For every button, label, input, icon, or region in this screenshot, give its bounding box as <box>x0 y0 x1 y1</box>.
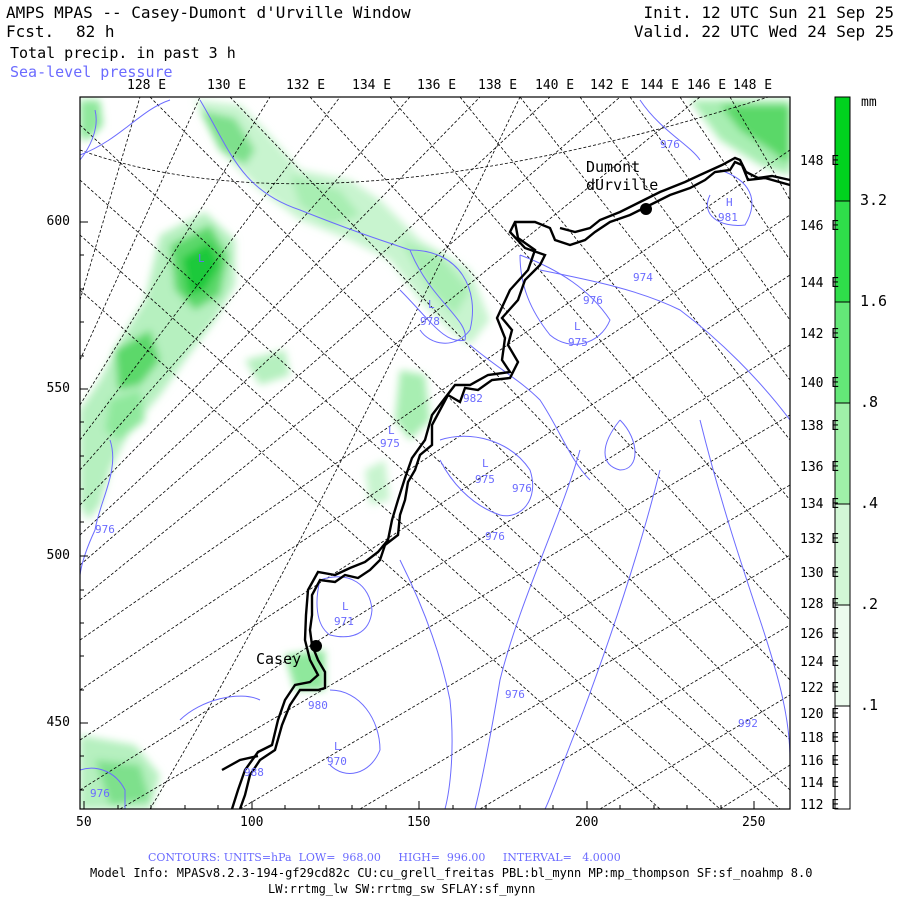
right-longitude-label: 114 E <box>800 776 840 791</box>
right-longitude-label: 128 E <box>800 597 840 612</box>
pressure-value: 975 <box>380 437 400 450</box>
top-longitude-label: 138 E <box>478 78 518 93</box>
pressure-value: 971 <box>334 615 354 628</box>
right-longitude-label: 112 E <box>800 798 840 813</box>
right-longitude-label: 148 E <box>800 154 840 169</box>
low-pressure-marker: L <box>334 740 341 753</box>
top-longitude-label: 148 E <box>733 78 773 93</box>
map-title: AMPS MPAS -- Casey-Dumont d'Urville Wind… <box>6 3 411 22</box>
top-longitude-label: 128 E <box>127 78 167 93</box>
pressure-value: 976 <box>90 787 110 800</box>
right-longitude-label: 132 E <box>800 532 840 547</box>
right-longitude-label: 140 E <box>800 376 840 391</box>
right-longitude-label: 142 E <box>800 327 840 342</box>
pressure-value: 982 <box>463 392 483 405</box>
model-info: Model Info: MPASv8.2.3-194-gf29cd82c CU:… <box>90 866 813 880</box>
right-longitude-label: 146 E <box>800 219 840 234</box>
low-pressure-marker: L <box>428 298 435 311</box>
low-pressure-marker: L <box>388 424 395 437</box>
forecast-hour-value: 82 h <box>76 22 115 41</box>
right-longitude-label: 116 E <box>800 754 840 769</box>
right-longitude-label: 134 E <box>800 497 840 512</box>
top-longitude-label: 144 E <box>640 78 680 93</box>
top-longitude-label: 146 E <box>687 78 727 93</box>
pressure-value: 988 <box>244 766 264 779</box>
bottom-axis-ticks <box>83 801 755 809</box>
left-axis-label: 600 <box>46 214 70 229</box>
bottom-axis-label: 250 <box>742 815 766 830</box>
colorbar-tick: .1 <box>860 696 879 714</box>
colorbar-tick: .2 <box>860 595 879 613</box>
valid-time: Valid. 22 UTC Wed 24 Sep 25 <box>633 22 894 41</box>
pressure-value: 974 <box>633 271 653 284</box>
left-axis-label: 550 <box>46 381 70 396</box>
left-axis-label: 450 <box>46 715 70 730</box>
pressure-value: 976 <box>95 523 115 536</box>
pressure-value: 976 <box>485 530 505 543</box>
top-longitude-label: 130 E <box>207 78 247 93</box>
low-pressure-marker: L <box>198 252 205 265</box>
physics-info: LW:rrtmg_lw SW:rrtmg_sw SFLAY:sf_mynn <box>268 882 536 896</box>
bottom-axis-label: 50 <box>76 815 92 830</box>
colorbar <box>834 96 851 810</box>
right-longitude-label: 118 E <box>800 731 840 746</box>
low-pressure-marker: L <box>342 600 349 613</box>
pressure-value: 978 <box>420 315 440 328</box>
right-longitude-label: 144 E <box>800 276 840 291</box>
station-marker-dumont <box>640 203 652 215</box>
right-longitude-label: 122 E <box>800 681 840 696</box>
high-pressure-marker: H <box>726 196 733 209</box>
pressure-value: 992 <box>738 717 758 730</box>
left-axis-label: 500 <box>46 548 70 563</box>
right-longitude-label: 130 E <box>800 566 840 581</box>
right-longitude-label: 136 E <box>800 460 840 475</box>
bottom-axis-label: 200 <box>575 815 599 830</box>
graticule <box>80 97 790 809</box>
pressure-contours <box>80 99 790 809</box>
pressure-value: 976 <box>505 688 525 701</box>
map-frame <box>79 96 791 810</box>
bottom-axis-label: 150 <box>407 815 431 830</box>
right-longitude-label: 138 E <box>800 419 840 434</box>
station-marker-casey <box>310 640 322 652</box>
field-name: Total precip. in past 3 h <box>10 44 236 62</box>
colorbar-unit: mm <box>861 95 877 110</box>
station-label-dumont-durville: Dumont dUrville <box>586 158 659 194</box>
station-label-casey: Casey <box>256 650 302 668</box>
pressure-value: 976 <box>583 294 603 307</box>
init-time: Init. 12 UTC Sun 21 Sep 25 <box>643 3 894 22</box>
pressure-value: 975 <box>475 473 495 486</box>
pressure-value: 980 <box>308 699 328 712</box>
forecast-hour-label: Fcst. <box>6 22 55 41</box>
pressure-value: 976 <box>512 482 532 495</box>
bottom-axis-label: 100 <box>240 815 264 830</box>
pressure-value: 970 <box>327 755 347 768</box>
top-longitude-label: 134 E <box>352 78 392 93</box>
colorbar-tick: .4 <box>860 494 879 512</box>
top-longitude-label: 136 E <box>417 78 457 93</box>
pressure-value: 981 <box>718 211 738 224</box>
top-longitude-label: 142 E <box>590 78 630 93</box>
contours-info: CONTOURS: UNITS=hPa LOW= 968.00 HIGH= 99… <box>148 851 621 864</box>
precip-shading <box>80 100 790 809</box>
low-pressure-marker: L <box>482 457 489 470</box>
colorbar-tick: .8 <box>860 393 879 411</box>
pressure-value: 976 <box>660 138 680 151</box>
left-axis-ticks <box>80 221 88 791</box>
top-longitude-label: 132 E <box>286 78 326 93</box>
low-pressure-marker: L <box>574 320 581 333</box>
pressure-value: 975 <box>568 336 588 349</box>
coastline <box>221 156 791 810</box>
top-longitude-label: 140 E <box>535 78 575 93</box>
colorbar-tick: 1.6 <box>860 292 888 310</box>
right-longitude-label: 126 E <box>800 627 840 642</box>
overlay-name: Sea-level pressure <box>10 63 173 81</box>
right-longitude-label: 120 E <box>800 707 840 722</box>
right-longitude-label: 124 E <box>800 655 840 670</box>
colorbar-tick: 3.2 <box>860 191 888 209</box>
